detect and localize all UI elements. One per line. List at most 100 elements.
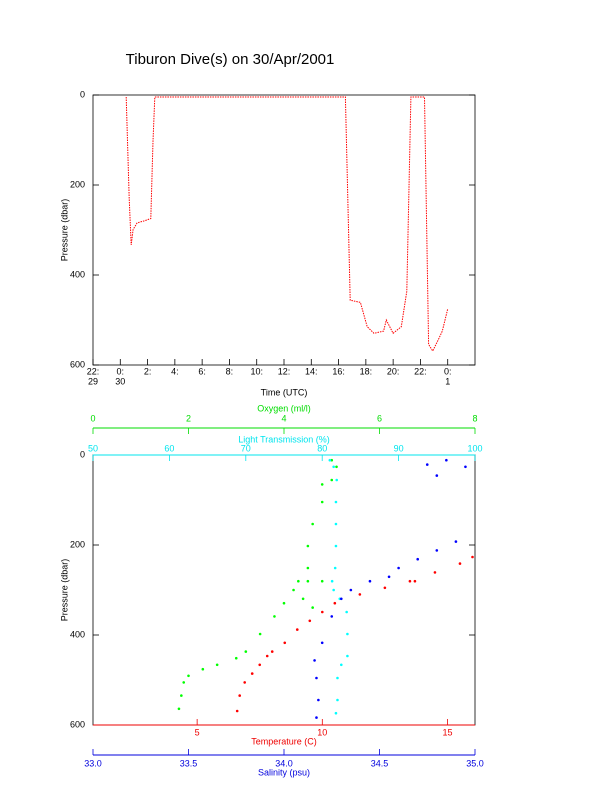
profile-point <box>330 458 334 462</box>
profile-point <box>238 694 241 697</box>
profile-point <box>315 676 318 680</box>
profile-point <box>335 465 338 469</box>
profile-point <box>295 628 299 631</box>
profile-point <box>340 663 343 667</box>
x-tick-label: 80 <box>317 443 327 453</box>
x-tick-label: 8 <box>472 413 477 423</box>
profile-point <box>349 588 353 592</box>
profile-point <box>306 566 310 570</box>
profile-point <box>250 672 254 675</box>
x-tick-label: 90 <box>394 443 404 453</box>
profile-point <box>383 586 387 590</box>
profile-point <box>330 579 334 583</box>
profile-point <box>334 544 338 548</box>
x-tick-label: 14: <box>305 366 318 376</box>
profile-point <box>340 597 343 601</box>
y-tick-label: 400 <box>70 629 85 639</box>
x-tick-label: 33.0 <box>84 758 102 768</box>
x-tick-label: 6 <box>377 413 382 423</box>
profile-point <box>265 654 269 658</box>
x-tick-label: 8: <box>226 366 234 376</box>
x-tick-date: 1 <box>445 376 450 386</box>
x-tick-label: 18: <box>360 366 373 376</box>
y-tick-label: 400 <box>70 269 85 279</box>
profile-point <box>368 579 372 583</box>
profile-point <box>234 656 238 660</box>
chart-title: Tiburon Dive(s) on 30/Apr/2001 <box>126 51 335 68</box>
profile-point <box>413 579 417 583</box>
pressure-line <box>125 96 449 353</box>
profile-point <box>464 465 467 469</box>
profile-point <box>328 458 332 462</box>
profile-point <box>346 632 349 636</box>
y-tick-label: 200 <box>70 179 85 189</box>
x-tick-label: 0: <box>117 366 125 376</box>
y-tick-label: 0 <box>80 449 85 459</box>
profile-point <box>334 522 338 526</box>
profile-point <box>335 478 339 482</box>
profile-point <box>270 650 274 653</box>
profile-point <box>182 681 186 684</box>
profile-point <box>454 540 458 543</box>
profile-point <box>336 698 339 702</box>
x-tick-label: 15 <box>442 727 452 737</box>
profile-point <box>258 663 262 667</box>
profile-point <box>301 597 305 601</box>
y-tick-label: 0 <box>80 89 85 99</box>
plot-frame <box>92 454 476 726</box>
profile-point <box>320 483 324 486</box>
profile-point <box>201 667 205 671</box>
profile-point <box>435 474 439 477</box>
x-axis-title: Time (UTC) <box>261 387 308 397</box>
profile-point <box>321 610 324 614</box>
y-tick-label: 600 <box>70 719 85 729</box>
profile-point <box>458 562 462 565</box>
profile-point <box>306 579 310 583</box>
profile-point <box>313 659 316 662</box>
profile-point <box>311 606 314 609</box>
y-axis-title: Pressure (dbar) <box>59 199 69 262</box>
x-tick-label: 33.5 <box>180 758 198 768</box>
profile-point <box>345 610 348 614</box>
profile-point <box>311 522 314 526</box>
profile-point <box>292 588 295 592</box>
profile-point <box>258 632 262 636</box>
profile-point <box>180 694 183 697</box>
profile-point <box>308 619 312 623</box>
x-tick-label: 4 <box>281 413 286 423</box>
profile-point <box>332 588 335 592</box>
x-axis-title: Light Transmission (%) <box>238 434 330 444</box>
profile-point <box>315 716 318 719</box>
profile-point <box>215 663 219 667</box>
x-axis-title: Oxygen (ml/l) <box>257 403 311 413</box>
plot-frame <box>92 94 476 366</box>
profile-point <box>320 579 324 583</box>
profile-point <box>297 579 300 583</box>
profile-point <box>332 465 335 469</box>
x-tick-date: 29 <box>88 376 98 386</box>
x-tick-label: 4: <box>171 366 179 376</box>
profile-point <box>334 500 338 504</box>
profile-point <box>334 711 338 715</box>
x-tick-label: 6: <box>198 366 206 376</box>
profile-point <box>273 615 276 618</box>
profile-point <box>346 654 349 658</box>
x-axis-title: Temperature (C) <box>251 736 317 746</box>
profile-point <box>333 601 337 605</box>
profile-point <box>282 601 286 605</box>
x-tick-label: 50 <box>88 443 98 453</box>
x-tick-label: 2: <box>144 366 152 376</box>
x-tick-label: 60 <box>164 443 174 453</box>
x-tick-label: 35.0 <box>466 758 484 768</box>
profile-point <box>320 500 324 504</box>
profile-point <box>330 478 334 482</box>
profile-point <box>425 463 429 466</box>
profile-point <box>306 544 310 548</box>
profile-point <box>283 641 287 645</box>
x-tick-label: 22: <box>87 366 100 376</box>
x-tick-label: 10: <box>250 366 263 376</box>
x-tick-label: 12: <box>278 366 291 376</box>
x-tick-label: 0 <box>90 413 95 423</box>
profile-point <box>177 707 181 711</box>
